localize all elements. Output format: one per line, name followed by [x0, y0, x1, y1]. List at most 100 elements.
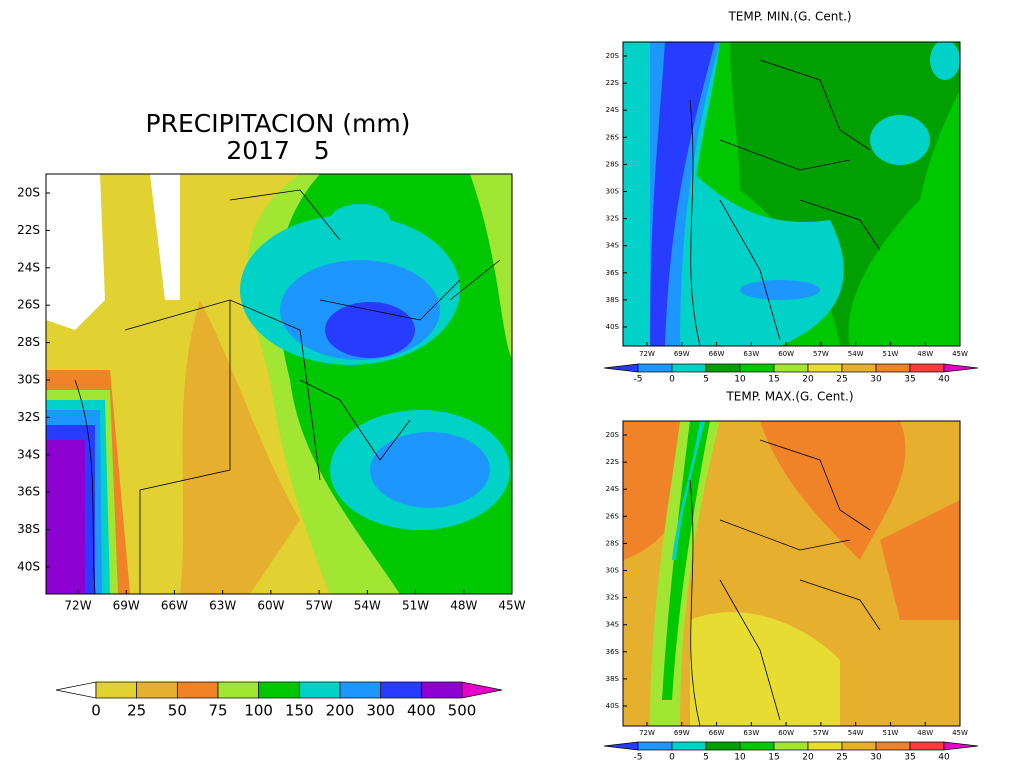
colorbar-segment: [739, 741, 775, 751]
colorbar-segment: [909, 363, 945, 373]
lat-label: 28S: [606, 160, 620, 168]
lon-label: 54W: [848, 350, 864, 358]
colorbar-segment: [339, 681, 382, 699]
lat-label: 40S: [606, 702, 620, 710]
lon-label: 60W: [257, 599, 284, 613]
lat-label: 32S: [17, 410, 40, 424]
lon-label: 45W: [952, 350, 968, 358]
lat-label: 26S: [606, 133, 620, 141]
colorbar-high: [461, 681, 503, 699]
lon-label: 51W: [402, 599, 429, 613]
colorbar-label: 400: [407, 702, 436, 720]
colorbar-high: [943, 741, 979, 751]
lat-label: 26S: [606, 512, 620, 520]
lon-label: 57W: [306, 599, 333, 613]
lat-label: 22S: [606, 79, 620, 87]
colorbar-label: 0: [669, 375, 675, 385]
lat-label: 36S: [17, 485, 40, 499]
lon-label: 57W: [813, 350, 829, 358]
lon-label: 69W: [674, 350, 690, 358]
colorbar-segment: [671, 363, 707, 373]
colorbar-segment: [637, 741, 673, 751]
colorbar-low: [55, 681, 97, 699]
colorbar-label: 10: [734, 375, 746, 385]
colorbar-label: 0: [91, 702, 101, 720]
lon-label: 45W: [498, 599, 525, 613]
colorbar-low: [603, 363, 639, 373]
colorbar-segment: [807, 363, 843, 373]
lon-label: 45W: [952, 729, 968, 737]
colorbar-segment: [671, 741, 707, 751]
lat-label: 38S: [17, 522, 40, 536]
colorbar-segment: [380, 681, 422, 699]
colorbar-label: 25: [127, 702, 146, 720]
lat-label: 26S: [17, 298, 40, 312]
lon-label: 69W: [674, 729, 690, 737]
lat-label: 24S: [606, 485, 620, 493]
lon-label: 57W: [813, 729, 829, 737]
lat-label: 30S: [606, 567, 620, 575]
colorbar-label: 25: [836, 375, 847, 385]
tmax-title: TEMP. MAX.(G. Cent.): [725, 390, 853, 404]
lon-label: 69W: [113, 599, 140, 613]
tmax-map: [623, 421, 960, 726]
colorbar-label: 50: [168, 702, 187, 720]
colorbar-label: 100: [244, 702, 273, 720]
lon-label: 63W: [743, 350, 759, 358]
colorbar-label: -5: [634, 753, 643, 763]
colorbar-segment: [773, 741, 809, 751]
lat-label: 20S: [17, 186, 40, 200]
colorbar-label: 25: [836, 753, 847, 763]
colorbar-label: 40: [938, 375, 950, 385]
colorbar-high: [943, 363, 979, 373]
colorbar-segment: [298, 681, 341, 699]
lon-label: 51W: [883, 729, 899, 737]
lat-label: 36S: [606, 269, 620, 277]
precip-map: [46, 174, 512, 594]
tmax-frame: [622, 420, 961, 727]
colorbar-label: 15: [768, 375, 779, 385]
lat-label: 30S: [606, 188, 620, 196]
lat-label: 20S: [606, 431, 620, 439]
lon-label: 63W: [209, 599, 236, 613]
colorbar-label: 75: [208, 702, 227, 720]
colorbar-segment: [420, 681, 463, 699]
lon-label: 48W: [917, 350, 933, 358]
lon-label: 66W: [709, 729, 725, 737]
lon-label: 48W: [450, 599, 477, 613]
tmin-frame: [622, 41, 961, 347]
colorbar-label: 30: [870, 753, 882, 763]
colorbar-label: 35: [904, 753, 915, 763]
colorbar-label: 300: [366, 702, 395, 720]
lon-label: 72W: [639, 729, 655, 737]
lon-label: 72W: [639, 350, 655, 358]
precip-frame: [45, 173, 513, 595]
lat-label: 30S: [17, 373, 40, 387]
lat-label: 22S: [17, 223, 40, 237]
colorbar-segment: [875, 363, 911, 373]
colorbar-label: 200: [326, 702, 355, 720]
lat-label: 40S: [606, 323, 620, 331]
lat-label: 34S: [17, 447, 40, 461]
colorbar-low: [603, 741, 639, 751]
colorbar-segment: [705, 363, 741, 373]
lat-label: 36S: [606, 648, 620, 656]
colorbar-label: 5: [703, 753, 709, 763]
lon-label: 48W: [917, 729, 933, 737]
lon-label: 66W: [709, 350, 725, 358]
lon-label: 72W: [64, 599, 91, 613]
lon-label: 63W: [743, 729, 759, 737]
colorbar-segment: [705, 741, 741, 751]
colorbar-label: 10: [734, 753, 746, 763]
lon-label: 66W: [161, 599, 188, 613]
lon-label: 60W: [778, 729, 794, 737]
colorbar-segment: [258, 681, 300, 699]
lat-label: 22S: [606, 458, 620, 466]
colorbar-segment: [136, 681, 178, 699]
colorbar-segment: [217, 681, 260, 699]
colorbar-label: 15: [768, 753, 779, 763]
colorbar-segment: [773, 363, 809, 373]
colorbar-label: 20: [802, 375, 814, 385]
colorbar-segment: [875, 741, 911, 751]
